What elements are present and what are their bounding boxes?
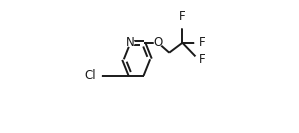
Text: Cl: Cl	[84, 69, 96, 82]
Circle shape	[195, 40, 202, 46]
Text: F: F	[179, 10, 186, 23]
Text: O: O	[153, 36, 163, 49]
Circle shape	[154, 39, 162, 47]
Circle shape	[91, 71, 101, 81]
Text: F: F	[199, 36, 206, 49]
Text: F: F	[199, 53, 206, 66]
Circle shape	[179, 21, 186, 28]
Circle shape	[195, 56, 202, 63]
Circle shape	[127, 39, 134, 47]
Text: N: N	[126, 36, 135, 49]
